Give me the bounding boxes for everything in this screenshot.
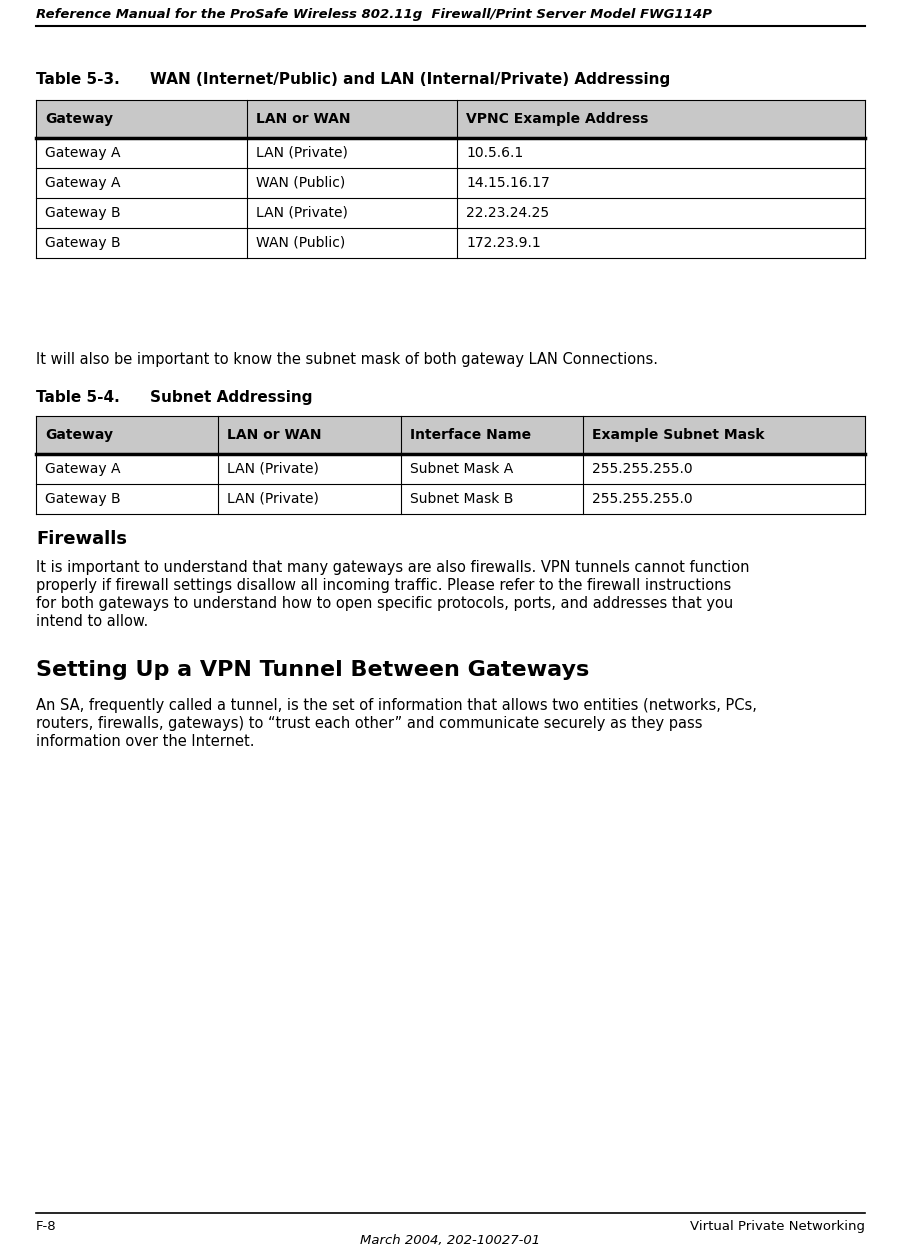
Bar [36, 100, 865, 138]
Text: Firewalls: Firewalls [36, 530, 127, 548]
Text: 10.5.6.1: 10.5.6.1 [466, 146, 523, 159]
Text: Reference Manual for the ProSafe Wireless 802.11g  Firewall/Print Server Model F: Reference Manual for the ProSafe Wireles… [36, 7, 712, 21]
Text: Example Subnet Mask: Example Subnet Mask [592, 427, 765, 442]
Text: 172.23.9.1: 172.23.9.1 [466, 235, 541, 250]
Text: Gateway A: Gateway A [45, 462, 121, 476]
Text: intend to allow.: intend to allow. [36, 614, 149, 629]
Text: WAN (Public): WAN (Public) [256, 235, 345, 250]
Text: It will also be important to know the subnet mask of both gateway LAN Connection: It will also be important to know the su… [36, 353, 658, 368]
Text: VPNC Example Address: VPNC Example Address [466, 112, 649, 126]
Text: LAN or WAN: LAN or WAN [227, 427, 322, 442]
Text: properly if firewall settings disallow all incoming traffic. Please refer to the: properly if firewall settings disallow a… [36, 578, 732, 593]
Text: Subnet Addressing: Subnet Addressing [108, 390, 313, 405]
Text: Subnet Mask B: Subnet Mask B [410, 492, 514, 506]
Text: F-8: F-8 [36, 1220, 57, 1234]
Text: It is important to understand that many gateways are also firewalls. VPN tunnels: It is important to understand that many … [36, 559, 750, 574]
Text: WAN (Internet/Public) and LAN (Internal/Private) Addressing: WAN (Internet/Public) and LAN (Internal/… [108, 72, 670, 87]
Text: Setting Up a VPN Tunnel Between Gateways: Setting Up a VPN Tunnel Between Gateways [36, 660, 589, 680]
Text: Gateway: Gateway [45, 427, 113, 442]
Text: Gateway A: Gateway A [45, 176, 121, 189]
Text: for both gateways to understand how to open specific protocols, ports, and addre: for both gateways to understand how to o… [36, 596, 733, 611]
Text: information over the Internet.: information over the Internet. [36, 734, 254, 749]
Text: Virtual Private Networking: Virtual Private Networking [690, 1220, 865, 1234]
Text: Gateway: Gateway [45, 112, 113, 126]
Text: March 2004, 202-10027-01: March 2004, 202-10027-01 [360, 1234, 541, 1246]
Text: Gateway B: Gateway B [45, 492, 121, 506]
Text: Gateway B: Gateway B [45, 206, 121, 221]
Text: Subnet Mask A: Subnet Mask A [410, 462, 513, 476]
Text: 255.255.255.0: 255.255.255.0 [592, 462, 693, 476]
Text: 14.15.16.17: 14.15.16.17 [466, 176, 550, 189]
Text: Table 5-4.: Table 5-4. [36, 390, 120, 405]
Text: LAN (Private): LAN (Private) [256, 206, 348, 221]
Text: Interface Name: Interface Name [410, 427, 531, 442]
Text: LAN (Private): LAN (Private) [227, 462, 319, 476]
Text: Table 5-3.: Table 5-3. [36, 72, 120, 87]
Bar [36, 416, 865, 454]
Text: 255.255.255.0: 255.255.255.0 [592, 492, 693, 506]
Text: LAN (Private): LAN (Private) [256, 146, 348, 159]
Text: LAN (Private): LAN (Private) [227, 492, 319, 506]
Text: Gateway B: Gateway B [45, 235, 121, 250]
Text: routers, firewalls, gateways) to “trust each other” and communicate securely as : routers, firewalls, gateways) to “trust … [36, 716, 703, 731]
Text: An SA, frequently called a tunnel, is the set of information that allows two ent: An SA, frequently called a tunnel, is th… [36, 698, 757, 713]
Text: Gateway A: Gateway A [45, 146, 121, 159]
Text: LAN or WAN: LAN or WAN [256, 112, 350, 126]
Text: 22.23.24.25: 22.23.24.25 [466, 206, 550, 221]
Text: WAN (Public): WAN (Public) [256, 176, 345, 189]
